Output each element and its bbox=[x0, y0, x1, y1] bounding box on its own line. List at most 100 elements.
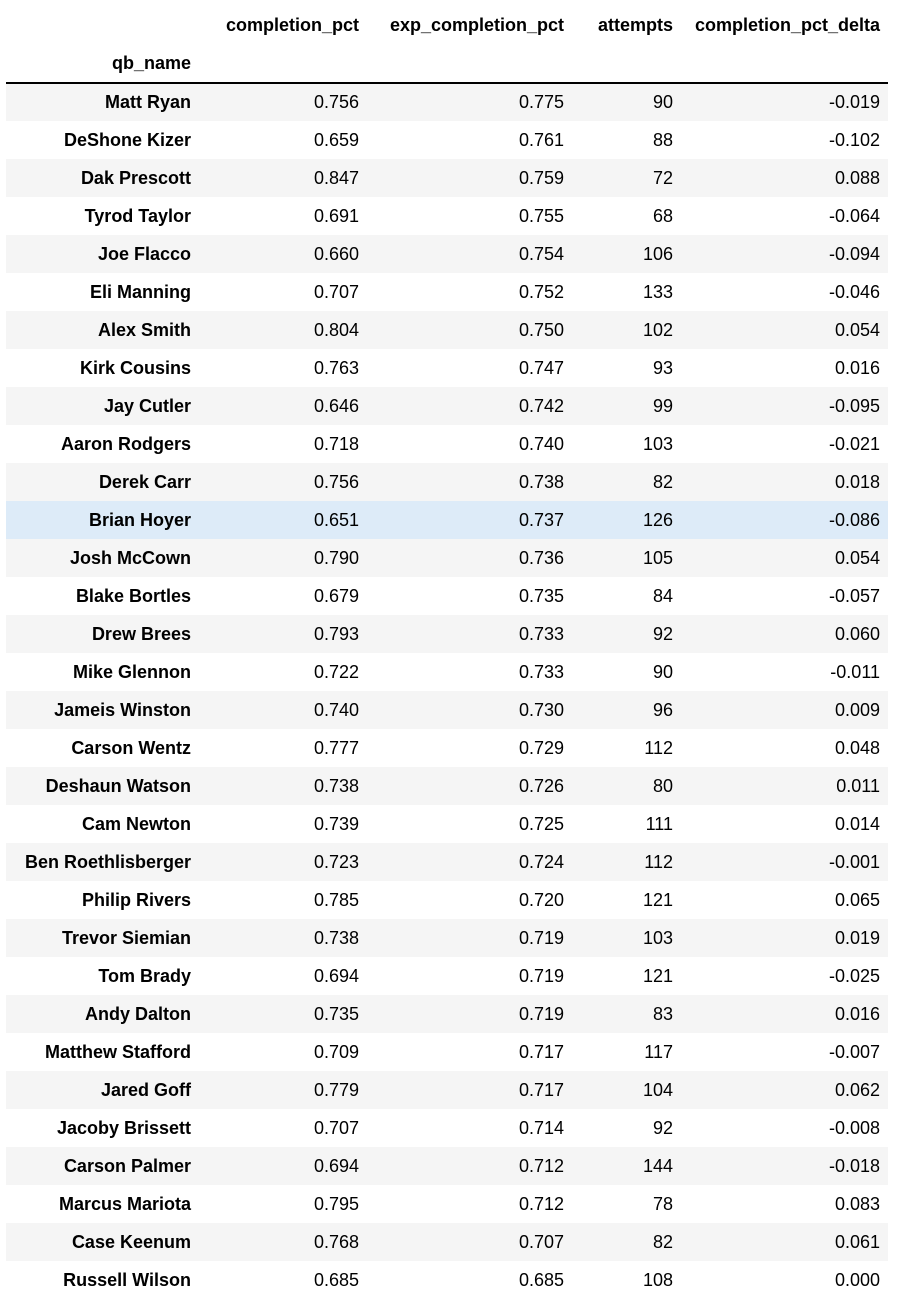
cell-completion-pct: 0.795 bbox=[313, 1193, 359, 1214]
cell-attempts: 68 bbox=[652, 205, 673, 226]
cell-exp-completion-pct: 0.736 bbox=[518, 547, 564, 568]
cell-exp-completion-pct: 0.755 bbox=[518, 205, 564, 226]
cell-completion-pct: 0.651 bbox=[313, 509, 359, 530]
cell-completion-pct: 0.738 bbox=[313, 775, 359, 796]
cell-attempts: 103 bbox=[642, 927, 673, 948]
row-index-label: Jay Cutler bbox=[103, 395, 191, 416]
cell-completion-pct: 0.735 bbox=[313, 1003, 359, 1024]
cell-attempts: 121 bbox=[642, 965, 673, 986]
table-row: Mike Glennon 0.722 0.733 90 -0.011 bbox=[6, 653, 888, 691]
table-row: Cam Newton 0.739 0.725 111 0.014 bbox=[6, 805, 888, 843]
cell-completion-pct: 0.804 bbox=[313, 319, 359, 340]
row-index-label: Jameis Winston bbox=[54, 699, 191, 720]
cell-completion-pct: 0.779 bbox=[313, 1079, 359, 1100]
row-index-label: Josh McCown bbox=[69, 547, 191, 568]
cell-exp-completion-pct: 0.761 bbox=[518, 129, 564, 150]
table-row: Drew Brees 0.793 0.733 92 0.060 bbox=[6, 615, 888, 653]
cell-completion-pct: 0.790 bbox=[313, 547, 359, 568]
cell-completion-pct-delta: -0.094 bbox=[828, 243, 880, 264]
row-index-label: Carson Wentz bbox=[71, 737, 191, 758]
table-row: Kirk Cousins 0.763 0.747 93 0.016 bbox=[6, 349, 888, 387]
cell-exp-completion-pct: 0.725 bbox=[518, 813, 564, 834]
cell-attempts: 105 bbox=[642, 547, 673, 568]
cell-attempts: 93 bbox=[652, 357, 673, 378]
cell-completion-pct: 0.694 bbox=[313, 965, 359, 986]
row-index-label: Brian Hoyer bbox=[88, 509, 191, 530]
table-row: Carson Wentz 0.777 0.729 112 0.048 bbox=[6, 729, 888, 767]
cell-completion-pct: 0.768 bbox=[313, 1231, 359, 1252]
cell-completion-pct-delta: 0.054 bbox=[834, 319, 880, 340]
row-index-label: Deshaun Watson bbox=[45, 775, 191, 796]
cell-completion-pct: 0.685 bbox=[313, 1269, 359, 1290]
cell-attempts: 111 bbox=[645, 813, 673, 834]
table-row: Josh McCown 0.790 0.736 105 0.054 bbox=[6, 539, 888, 577]
row-index-label: Marcus Mariota bbox=[58, 1193, 191, 1214]
cell-completion-pct-delta: -0.007 bbox=[828, 1041, 880, 1062]
cell-attempts: 83 bbox=[652, 1003, 673, 1024]
cell-completion-pct-delta: 0.011 bbox=[836, 775, 880, 796]
row-index-label: Philip Rivers bbox=[81, 889, 191, 910]
row-index-label: Jacoby Brissett bbox=[56, 1117, 191, 1138]
cell-completion-pct: 0.793 bbox=[313, 623, 359, 644]
cell-attempts: 117 bbox=[644, 1041, 673, 1062]
cell-completion-pct-delta: 0.065 bbox=[834, 889, 880, 910]
row-index-label: Aaron Rodgers bbox=[60, 433, 191, 454]
index-header-row: qb_name bbox=[6, 44, 888, 83]
cell-completion-pct: 0.847 bbox=[313, 167, 359, 188]
cell-attempts: 78 bbox=[652, 1193, 673, 1214]
cell-attempts: 80 bbox=[652, 775, 673, 796]
table-row: Joe Flacco 0.660 0.754 106 -0.094 bbox=[6, 235, 888, 273]
table-row: DeShone Kizer 0.659 0.761 88 -0.102 bbox=[6, 121, 888, 159]
cell-exp-completion-pct: 0.738 bbox=[518, 471, 564, 492]
row-index-label: Matthew Stafford bbox=[45, 1041, 191, 1062]
row-index-label: Eli Manning bbox=[90, 281, 191, 302]
cell-completion-pct: 0.739 bbox=[313, 813, 359, 834]
cell-attempts: 84 bbox=[652, 585, 673, 606]
cell-exp-completion-pct: 0.685 bbox=[518, 1269, 564, 1290]
cell-completion-pct-delta: -0.064 bbox=[828, 205, 880, 226]
cell-exp-completion-pct: 0.712 bbox=[518, 1155, 564, 1176]
row-index-label: Joe Flacco bbox=[97, 243, 191, 264]
cell-completion-pct: 0.659 bbox=[313, 129, 359, 150]
row-index-label: Andy Dalton bbox=[85, 1003, 191, 1024]
table-row: Trevor Siemian 0.738 0.719 103 0.019 bbox=[6, 919, 888, 957]
table-row: Jameis Winston 0.740 0.730 96 0.009 bbox=[6, 691, 888, 729]
column-header-completion-pct-delta: completion_pct_delta bbox=[694, 14, 880, 35]
table-row: Marcus Mariota 0.795 0.712 78 0.083 bbox=[6, 1185, 888, 1223]
cell-exp-completion-pct: 0.729 bbox=[518, 737, 564, 758]
cell-attempts: 133 bbox=[642, 281, 673, 302]
cell-exp-completion-pct: 0.737 bbox=[518, 509, 564, 530]
cell-completion-pct-delta: -0.086 bbox=[828, 509, 880, 530]
cell-completion-pct-delta: -0.057 bbox=[828, 585, 880, 606]
table-row: Deshaun Watson 0.738 0.726 80 0.011 bbox=[6, 767, 888, 805]
cell-attempts: 112 bbox=[644, 737, 673, 758]
cell-completion-pct: 0.785 bbox=[313, 889, 359, 910]
cell-completion-pct: 0.694 bbox=[313, 1155, 359, 1176]
table-row: Jay Cutler 0.646 0.742 99 -0.095 bbox=[6, 387, 888, 425]
cell-completion-pct-delta: -0.046 bbox=[828, 281, 880, 302]
cell-attempts: 99 bbox=[652, 395, 673, 416]
column-header-completion-pct: completion_pct bbox=[225, 14, 359, 35]
cell-completion-pct-delta: 0.009 bbox=[834, 699, 880, 720]
cell-completion-pct: 0.718 bbox=[313, 433, 359, 454]
row-index-label: Tyrod Taylor bbox=[84, 205, 191, 226]
cell-completion-pct-delta: -0.018 bbox=[828, 1155, 880, 1176]
table-row: Alex Smith 0.804 0.750 102 0.054 bbox=[6, 311, 888, 349]
row-index-label: Tom Brady bbox=[98, 965, 191, 986]
cell-completion-pct: 0.660 bbox=[313, 243, 359, 264]
cell-exp-completion-pct: 0.719 bbox=[518, 1003, 564, 1024]
table-row: Derek Carr 0.756 0.738 82 0.018 bbox=[6, 463, 888, 501]
cell-exp-completion-pct: 0.759 bbox=[518, 167, 564, 188]
cell-completion-pct-delta: 0.054 bbox=[834, 547, 880, 568]
table-row: Aaron Rodgers 0.718 0.740 103 -0.021 bbox=[6, 425, 888, 463]
cell-exp-completion-pct: 0.717 bbox=[518, 1079, 564, 1100]
cell-exp-completion-pct: 0.720 bbox=[518, 889, 564, 910]
cell-attempts: 96 bbox=[652, 699, 673, 720]
cell-exp-completion-pct: 0.733 bbox=[518, 661, 564, 682]
cell-attempts: 102 bbox=[642, 319, 673, 340]
cell-completion-pct-delta: 0.088 bbox=[834, 167, 880, 188]
cell-completion-pct: 0.707 bbox=[313, 1117, 359, 1138]
column-header-row: completion_pct exp_completion_pct attemp… bbox=[6, 6, 888, 44]
cell-exp-completion-pct: 0.707 bbox=[518, 1231, 564, 1252]
cell-exp-completion-pct: 0.754 bbox=[518, 243, 564, 264]
